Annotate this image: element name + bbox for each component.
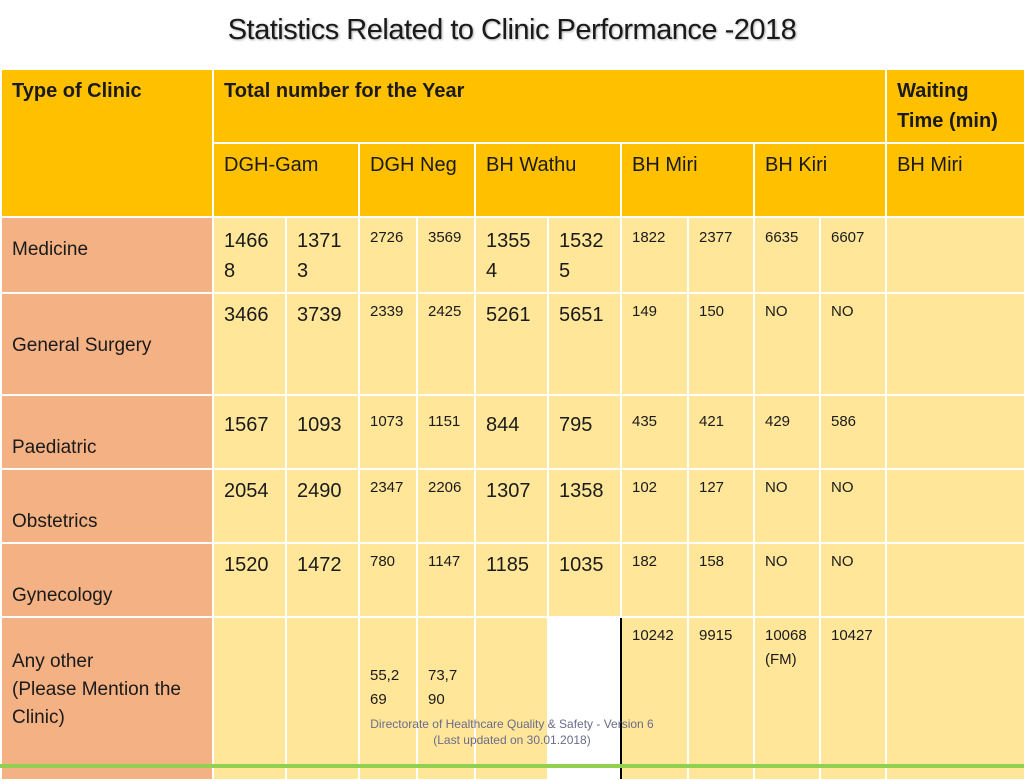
table-row: Gynecology 1520 1472 780 1147 1185 1035 182 158 N…	[0, 542, 1024, 618]
bottom-accent-bar	[0, 764, 1024, 768]
table-cell: 1520	[212, 542, 287, 618]
table-cell: 2339	[358, 292, 418, 396]
table-cell: 149	[620, 292, 689, 396]
table-cell: NO	[753, 292, 821, 396]
waiting-time-cell	[885, 216, 1024, 294]
table-cell: 5261	[474, 292, 549, 396]
table-cell: 844	[474, 394, 549, 470]
row-label: Medicine	[0, 216, 214, 294]
header-hospital: BH Wathu	[474, 142, 622, 218]
table-cell: 3739	[285, 292, 360, 396]
row-label: Obstetrics	[0, 468, 214, 544]
table-cell: 3466	[212, 292, 287, 396]
table-cell: 55,269	[358, 616, 418, 781]
header-total-number: Total number for the Year	[211, 68, 888, 144]
table-cell: NO	[818, 542, 888, 618]
table-cell: NO	[818, 292, 888, 396]
table-cell: 1185	[474, 542, 549, 618]
table-cell: 6607	[818, 216, 888, 294]
table-cell: 2377	[687, 216, 755, 294]
table-cell: 2054	[212, 468, 287, 544]
header-type-of-clinic: Type of Clinic	[0, 68, 214, 218]
header-hospital: BH Miri	[620, 142, 755, 218]
table-cell: 1151	[416, 394, 476, 470]
table-cell	[285, 616, 360, 781]
table-cell: 9915	[687, 616, 755, 781]
footer-line-2: (Last updated on 30.01.2018)	[433, 733, 591, 747]
table-cell: 2726	[358, 216, 418, 294]
table-cell: 1822	[620, 216, 689, 294]
clinic-statistics-table: Type of Clinic Total number for the Year…	[0, 68, 1024, 781]
table-cell: 10242	[620, 616, 689, 781]
waiting-time-cell	[885, 468, 1024, 544]
row-label: Paediatric	[0, 394, 214, 470]
table-row: Medicine 14668 13713 2726 3569 13554 15325 1822…	[0, 216, 1024, 294]
header-waiting-time: Waiting Time (min)	[885, 68, 1024, 144]
table-cell	[547, 616, 622, 781]
table-cell: 1073	[358, 394, 418, 470]
table-cell: 127	[687, 468, 755, 544]
table-cell: 1093	[285, 394, 360, 470]
table-cell: 435	[620, 394, 689, 470]
footer-line-1: Directorate of Healthcare Quality & Safe…	[370, 717, 654, 731]
header-hospital: DGH-Gam	[212, 142, 360, 218]
table-cell: 2490	[285, 468, 360, 544]
table-cell: 2425	[416, 292, 476, 396]
waiting-time-cell	[885, 616, 1024, 781]
table-cell: NO	[753, 468, 821, 544]
table-cell: 5651	[547, 292, 622, 396]
table-cell: 182	[620, 542, 689, 618]
table-cell: 1358	[547, 468, 622, 544]
table-cell: 6635	[753, 216, 821, 294]
table-cell: 586	[818, 394, 888, 470]
table-cell: 3569	[416, 216, 476, 294]
waiting-time-cell	[885, 292, 1024, 396]
table-row: General Surgery 3466 3739 2339 2425 5261 5651 1…	[0, 292, 1024, 396]
table-cell	[212, 616, 287, 781]
table-cell: NO	[818, 468, 888, 544]
header-waiting-hospital: BH Miri	[885, 142, 1024, 218]
waiting-time-cell	[885, 394, 1024, 470]
table-cell: 13554	[474, 216, 549, 294]
table-cell: NO	[753, 542, 821, 618]
table-cell: 10427	[818, 616, 888, 781]
table-cell: 2347	[358, 468, 418, 544]
header-hospital: BH Kiri	[752, 142, 888, 218]
footer-note: Directorate of Healthcare Quality & Safe…	[350, 716, 674, 748]
table-cell: 1147	[416, 542, 476, 618]
table-cell: 10068 (FM)	[753, 616, 821, 781]
row-label: General Surgery	[0, 292, 214, 396]
table-cell: 1472	[285, 542, 360, 618]
page-title: Statistics Related to Clinic Performance…	[227, 14, 797, 46]
table-cell: 1035	[547, 542, 622, 618]
table-cell: 102	[620, 468, 689, 544]
table-cell: 14668	[212, 216, 287, 294]
table-cell: 1567	[212, 394, 287, 470]
table-cell: 1307	[474, 468, 549, 544]
table-cell: 150	[687, 292, 755, 396]
row-label: Gynecology	[0, 542, 214, 618]
table-cell: 795	[547, 394, 622, 470]
table-row: Obstetrics 2054 2490 2347 2206 1307 1358 102 127…	[0, 468, 1024, 544]
table-cell: 73,790	[416, 616, 476, 781]
table-cell: 429	[753, 394, 821, 470]
header-hospital: DGH Neg	[358, 142, 476, 218]
table-cell: 13713	[285, 216, 360, 294]
table-cell	[474, 616, 549, 781]
table-cell: 421	[687, 394, 755, 470]
table-cell: 2206	[416, 468, 476, 544]
table-row: Paediatric 1567 1093 1073 1151 844 795 435 421 42…	[0, 394, 1024, 470]
table-cell: 780	[358, 542, 418, 618]
table-cell: 158	[687, 542, 755, 618]
table-cell: 15325	[547, 216, 622, 294]
waiting-time-cell	[885, 542, 1024, 618]
row-label: Any other (Please Mention the Clinic)	[0, 616, 214, 781]
table-row: Any other (Please Mention the Clinic) 55,…	[0, 616, 1024, 781]
